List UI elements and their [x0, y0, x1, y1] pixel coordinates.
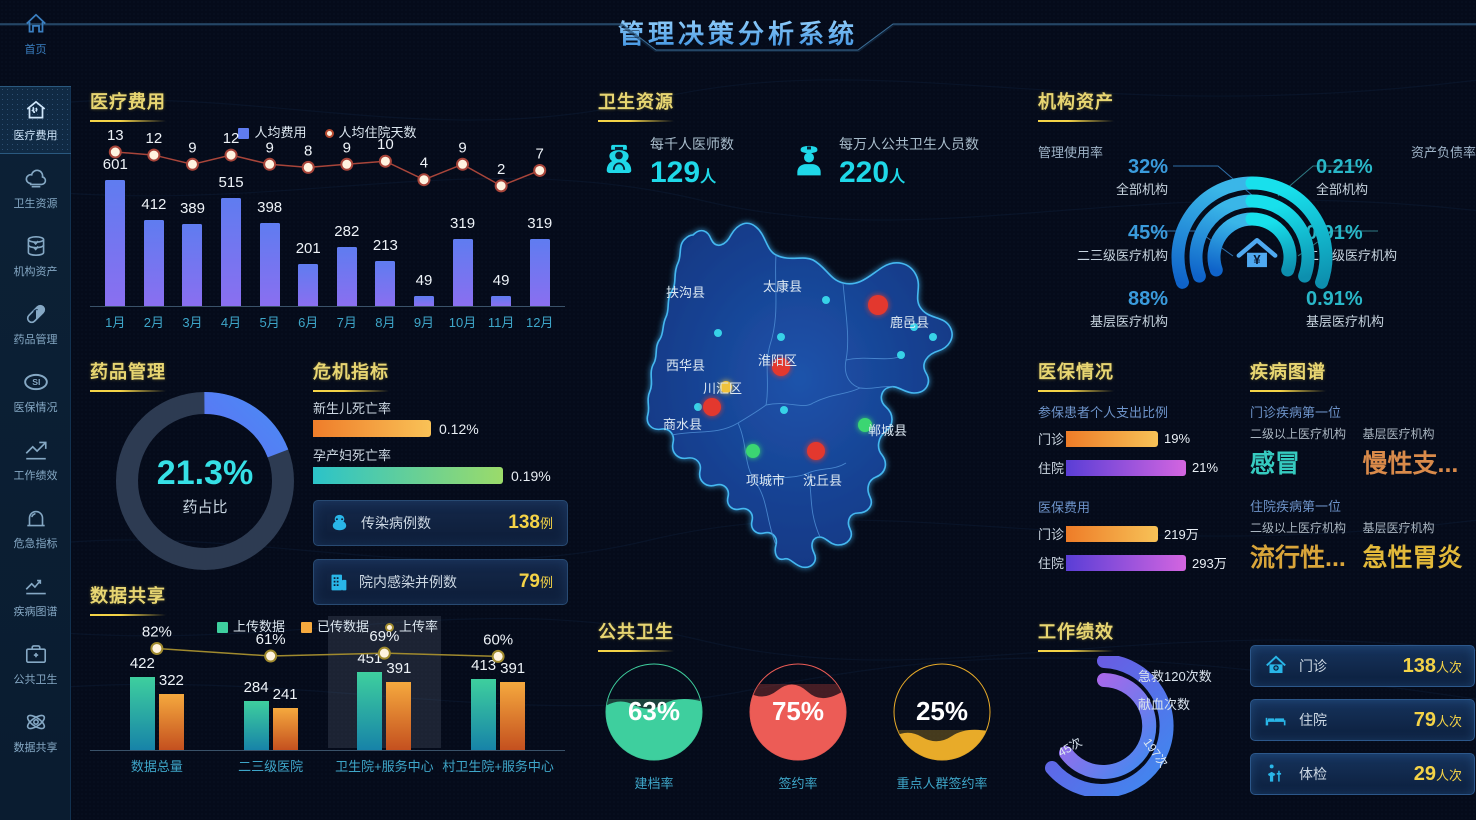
- svg-text:川汇区: 川汇区: [703, 381, 742, 396]
- svg-text:沈丘县: 沈丘县: [803, 473, 842, 488]
- svg-text:扶沟县: 扶沟县: [666, 285, 705, 300]
- svg-text:9: 9: [458, 139, 466, 156]
- svg-text:8: 8: [304, 142, 312, 159]
- svg-text:9: 9: [265, 139, 273, 156]
- svg-text:21.3%: 21.3%: [157, 454, 253, 492]
- svg-text:7: 7: [536, 145, 544, 162]
- svg-text:4: 4: [420, 155, 428, 172]
- svg-text:9: 9: [188, 139, 196, 156]
- svg-text:¥: ¥: [1253, 252, 1261, 267]
- svg-text:商水县: 商水县: [663, 417, 702, 432]
- svg-text:药占比: 药占比: [182, 499, 227, 516]
- svg-text:SI: SI: [32, 377, 40, 387]
- svg-text:9: 9: [343, 139, 351, 156]
- svg-text:郸城县: 郸城县: [868, 423, 907, 438]
- svg-text:淮阳区: 淮阳区: [758, 353, 797, 368]
- svg-text:西华县: 西华县: [666, 358, 705, 373]
- svg-text:25%: 25%: [916, 696, 968, 726]
- svg-text:75%: 75%: [772, 696, 824, 726]
- svg-text:项城市: 项城市: [746, 473, 785, 488]
- svg-text:太康县: 太康县: [763, 279, 802, 294]
- svg-text:鹿邑县: 鹿邑县: [890, 315, 929, 330]
- svg-text:63%: 63%: [628, 696, 680, 726]
- svg-text:2: 2: [497, 161, 505, 178]
